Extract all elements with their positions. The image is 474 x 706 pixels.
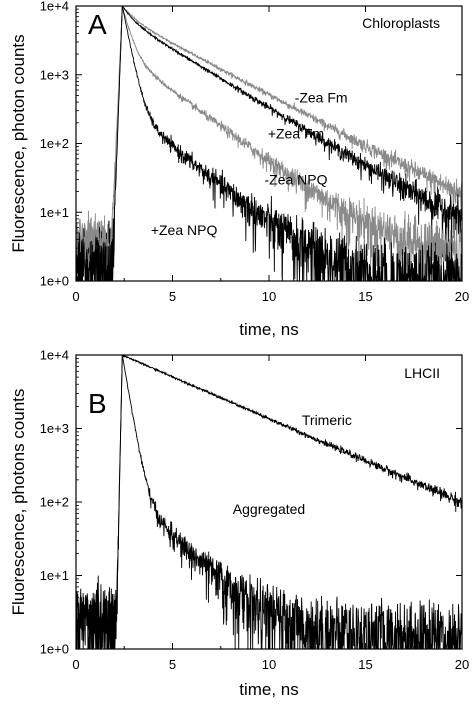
- x-axis-title: time, ns: [239, 320, 299, 339]
- y-tick-label: 1e+3: [40, 421, 69, 436]
- x-tick-label: 15: [358, 657, 372, 672]
- x-tick-label: 20: [455, 657, 469, 672]
- panel-a-chloroplasts: 0 5 10 15 20 1e+0 1e+1 1e+2 1e+3 1e+4 time, ns Fluo…: [9, 0, 469, 339]
- decay-trace--zea-fm: [76, 6, 462, 281]
- y-tick-label: 1e+1: [40, 205, 69, 220]
- x-tick-label: 0: [72, 289, 79, 304]
- decay-trace--zea-npq: [76, 6, 462, 281]
- panel-letter: B: [88, 388, 107, 419]
- y-tick-label: 1e+2: [40, 495, 69, 510]
- y-tick-label: 1e+1: [40, 568, 69, 583]
- y-axis-title: Fluorescence, photon counts: [9, 34, 28, 252]
- series-label: Aggregated: [233, 501, 305, 517]
- panel-annotation: LHCII: [404, 365, 440, 381]
- x-axis-title: time, ns: [239, 680, 299, 699]
- series-label: Trimeric: [302, 412, 352, 428]
- x-tick-label: 5: [169, 289, 176, 304]
- series-label: +Zea Fm: [268, 125, 324, 141]
- x-tick-label: 0: [72, 657, 79, 672]
- y-tick-label: 1e+4: [40, 348, 69, 363]
- x-tick-label: 10: [262, 657, 276, 672]
- x-tick-label: 15: [358, 289, 372, 304]
- traces-a: [76, 6, 462, 281]
- series-label: -Zea Fm: [295, 89, 348, 105]
- y-tick-label: 1e+0: [40, 642, 69, 657]
- decay-trace--zea-npq: [76, 6, 462, 281]
- y-tick-label: 1e+3: [40, 67, 69, 82]
- traces-b: [76, 355, 462, 649]
- panel-letter: A: [88, 9, 107, 40]
- x-tick-label: 5: [169, 657, 176, 672]
- y-axis-title: Fluorescence, photons counts: [9, 389, 28, 616]
- panel-annotation: Chloroplasts: [362, 15, 440, 31]
- panel-b-lhcii: 0 5 10 15 20 1e+0 1e+1 1e+2 1e+3 1e+4 time, ns Fluo…: [9, 348, 469, 700]
- y-tick-label: 1e+2: [40, 136, 69, 151]
- y-tick-label: 1e+0: [40, 274, 69, 289]
- decay-trace-aggregated: [76, 355, 462, 649]
- x-tick-label: 10: [262, 289, 276, 304]
- series-label: -Zea NPQ: [265, 171, 328, 187]
- y-tick-label: 1e+4: [40, 0, 69, 14]
- series-label: +Zea NPQ: [151, 222, 218, 238]
- decay-trace--zea-fm: [76, 6, 462, 281]
- decay-trace-trimeric: [76, 355, 462, 649]
- x-tick-label: 20: [455, 289, 469, 304]
